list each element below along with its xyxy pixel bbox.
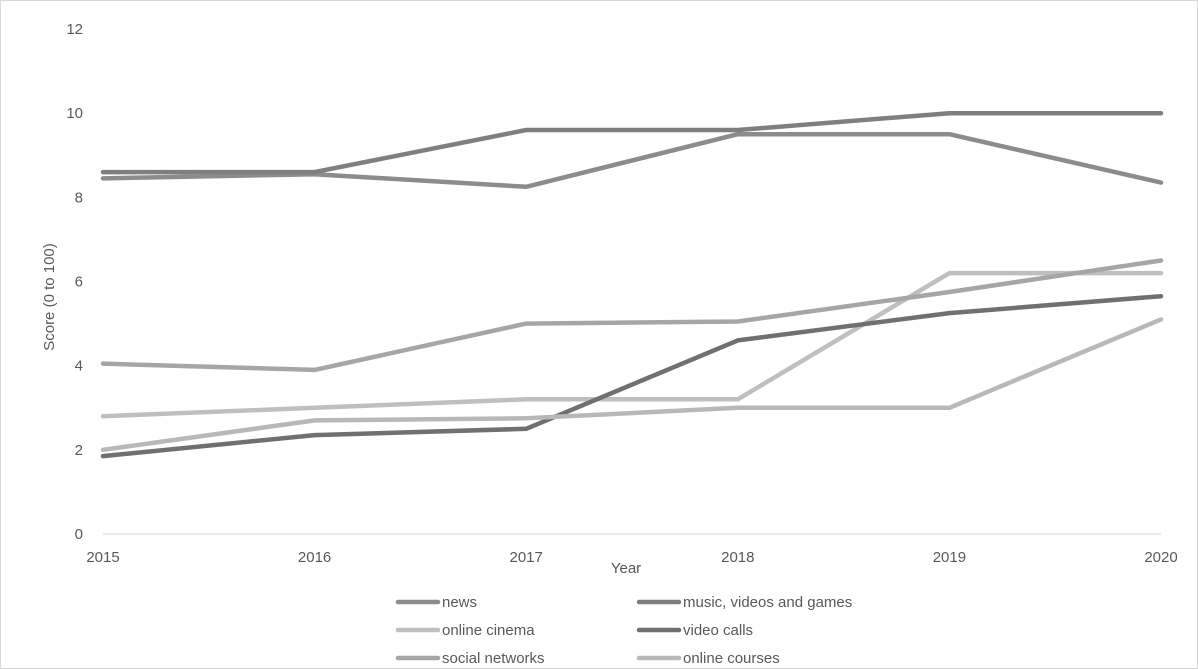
series-line-2 <box>100 110 1164 175</box>
legend-item: music, videos and games <box>636 594 852 611</box>
legend-label: music, videos and games <box>683 594 852 611</box>
series-line-4 <box>100 293 1164 459</box>
series-line-6 <box>100 317 1164 453</box>
series-line-1 <box>100 131 1164 190</box>
y-tick-label: 12 <box>66 21 83 38</box>
legend-label: social networks <box>442 650 545 667</box>
x-tick-label: 2018 <box>721 549 754 566</box>
legend-item: news <box>395 594 477 611</box>
x-axis-title: Year <box>611 560 641 577</box>
series-line-3 <box>100 270 1164 419</box>
y-axis-tick-labels: 0 2 4 6 8 10 12 <box>66 21 83 543</box>
series-lines <box>100 110 1164 459</box>
legend-item: video calls <box>636 622 753 639</box>
x-tick-label: 2015 <box>86 549 119 566</box>
legend-item: online courses <box>636 650 780 667</box>
x-tick-label: 2016 <box>298 549 331 566</box>
legend-label: video calls <box>683 622 753 639</box>
y-tick-label: 6 <box>75 274 83 291</box>
legend-label: news <box>442 594 477 611</box>
y-tick-label: 0 <box>75 526 83 543</box>
legend-item: social networks <box>395 650 545 667</box>
x-axis-tick-labels: 2015 2016 2017 2018 2019 2020 <box>86 549 1177 566</box>
legend: news music, videos and games online cinema… <box>395 594 852 667</box>
series-line-5 <box>100 258 1164 373</box>
x-tick-label: 2020 <box>1144 549 1177 566</box>
legend-label: online courses <box>683 650 780 667</box>
y-tick-label: 2 <box>75 442 83 459</box>
y-tick-label: 10 <box>66 105 83 122</box>
y-tick-label: 8 <box>75 189 83 206</box>
legend-item: online cinema <box>395 622 535 639</box>
x-tick-label: 2019 <box>933 549 966 566</box>
x-tick-label: 2017 <box>510 549 543 566</box>
legend-label: online cinema <box>442 622 535 639</box>
y-axis-title: Score (0 to 100) <box>41 243 58 351</box>
y-tick-label: 4 <box>75 358 83 375</box>
